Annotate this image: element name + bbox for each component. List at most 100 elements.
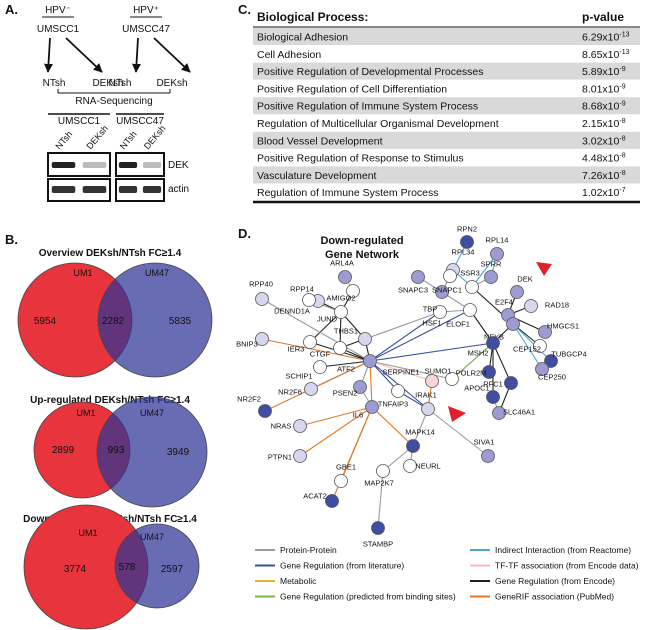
method-label: RNA-Sequencing — [75, 96, 152, 107]
band — [51, 162, 76, 168]
blot-box — [47, 152, 111, 177]
network-node — [391, 384, 405, 398]
network-edge — [371, 406, 414, 447]
lane-label: DEKsh — [84, 123, 110, 151]
table-row — [253, 79, 640, 98]
network-edge — [369, 309, 471, 362]
venn-count: 5835 — [169, 316, 192, 327]
p-value-exponent: -13 — [619, 49, 629, 56]
network-node — [358, 332, 372, 346]
network-edge — [369, 311, 441, 362]
network-node — [490, 247, 504, 261]
process-cell: Positive Regulation of Developmental Pro… — [257, 66, 483, 78]
network-node — [433, 305, 447, 319]
node-label: ARL4A — [330, 259, 354, 268]
network-node — [365, 400, 379, 414]
legend-label: Indirect Interaction (from Reactome) — [495, 545, 631, 555]
network-node — [486, 336, 500, 350]
p-value-base: 6.29x10 — [582, 32, 620, 44]
network-node — [334, 305, 348, 319]
node-label: RFC1 — [483, 380, 503, 389]
node-label: SLC46A1 — [503, 408, 535, 417]
node-label: NRAS — [271, 422, 292, 431]
node-label: CEP250 — [538, 373, 566, 382]
network-node — [403, 459, 417, 473]
table-row — [253, 166, 640, 184]
node-label: NR2F2 — [237, 395, 261, 404]
set-label: UM1 — [76, 408, 95, 418]
node-label: MAP2K7 — [364, 479, 394, 488]
node-label: RPP14 — [290, 285, 314, 294]
node-label: IL6 — [353, 411, 363, 420]
band-label: DEK — [168, 160, 189, 171]
node-label: NR2F6 — [278, 388, 302, 397]
panel-label: C. — [238, 2, 251, 17]
table-row — [253, 62, 640, 80]
network-title: Gene Network — [325, 249, 400, 261]
p-value-base: 8.68x10 — [582, 101, 620, 113]
node-label: E2F4 — [495, 298, 513, 307]
hpv-status: HPV⁻ — [45, 5, 71, 16]
network-node — [544, 354, 558, 368]
node-label: JUND — [317, 315, 338, 324]
node-label: ELOF1 — [446, 320, 470, 329]
band — [118, 162, 138, 168]
p-value-exponent: -8 — [619, 170, 625, 177]
table-header: Biological Process: — [257, 10, 368, 24]
band — [142, 186, 162, 193]
network-node — [504, 376, 518, 390]
legend-label: TF-TF association (from Encode data) — [495, 561, 639, 571]
process-cell: Vasculature Development — [257, 170, 377, 182]
band — [82, 186, 107, 193]
network-edge — [369, 360, 433, 382]
table-row — [253, 183, 640, 201]
network-node — [333, 341, 347, 355]
node-label: TBP — [423, 305, 438, 314]
process-cell: Positive Regulation of Cell Differentiat… — [257, 83, 447, 95]
venn-set — [114, 523, 200, 609]
venn-count: 2282 — [102, 316, 125, 327]
node-label: STAMBP — [363, 540, 393, 549]
set-label: UM47 — [140, 408, 164, 418]
arm-label: NTsh — [109, 78, 132, 89]
p-value-base: 1.02x10 — [582, 187, 620, 199]
network-edge — [471, 253, 498, 288]
p-value-base: 8.01x10 — [582, 83, 620, 95]
lane-label: NTsh — [53, 129, 74, 151]
network-edge — [427, 408, 489, 457]
band — [82, 162, 107, 168]
p-value-cell: 6.29x10-13 — [582, 32, 630, 44]
p-value-base: 2.15x10 — [582, 118, 620, 130]
network-edge — [299, 406, 373, 457]
venn-count: 2899 — [52, 445, 75, 456]
network-node — [371, 521, 385, 535]
p-value-exponent: -8 — [619, 135, 625, 142]
venn-set — [97, 262, 213, 378]
band — [142, 162, 162, 168]
p-value-cell: 8.65x10-13 — [582, 49, 630, 61]
network-edge — [512, 323, 543, 370]
network-node — [443, 269, 457, 283]
network-edge — [492, 342, 512, 384]
network-node — [463, 303, 477, 317]
venn-count: 578 — [119, 562, 136, 573]
network-edge — [512, 323, 552, 362]
band — [51, 186, 76, 193]
process-cell: Positive Regulation of Response to Stimu… — [257, 153, 464, 165]
process-cell: Regulation of Multicellular Organismal D… — [257, 118, 499, 130]
p-value-cell: 8.01x10-9 — [582, 83, 626, 95]
network-node — [255, 332, 269, 346]
node-label: THBS1 — [334, 327, 358, 336]
set-label: UM1 — [73, 268, 92, 278]
table-row — [253, 45, 640, 63]
legend-label: Gene Regulation (from Encode) — [495, 576, 615, 586]
node-label: PSEN2 — [333, 389, 358, 398]
network-node — [538, 325, 552, 339]
table-row — [253, 97, 640, 115]
p-value-exponent: -8 — [619, 153, 625, 160]
node-label: CTGF — [310, 350, 331, 359]
venn-count: 3949 — [167, 447, 190, 458]
network-node — [535, 362, 549, 376]
node-label: POLR2M — [456, 369, 487, 378]
panel-label: A. — [5, 2, 18, 17]
